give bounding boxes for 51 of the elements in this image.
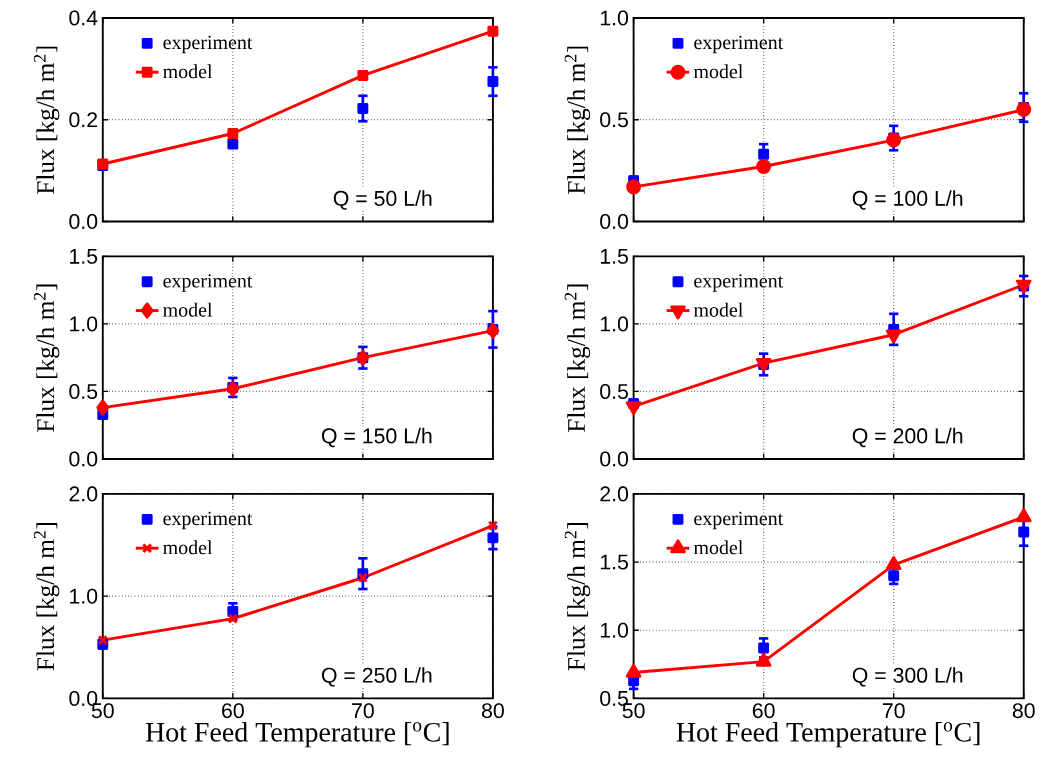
x-axis-title: Hot Feed Temperature [$^{o}$C] xyxy=(145,721,449,748)
x-tick-label: 60 xyxy=(752,703,775,719)
x-tick-label: 80 xyxy=(1012,703,1035,719)
x-tick-label: 70 xyxy=(882,703,905,719)
y-axis-title: Flux [kg/h m$^{2}$] xyxy=(564,284,591,432)
y-tick-label: 0.5 xyxy=(600,383,628,399)
y-tick-label: 1.0 xyxy=(70,316,98,332)
y-axis-title: Flux [kg/h m$^{2}$] xyxy=(33,522,60,671)
y-axis-title: Flux [kg/h m$^{2}$] xyxy=(564,46,591,194)
y-tick-label: 1.5 xyxy=(600,554,628,570)
legend-label: model xyxy=(163,302,213,317)
legend-label: model xyxy=(693,64,743,79)
y-axis-title: Flux [kg/h m$^{2}$] xyxy=(33,46,60,194)
legend-label: model xyxy=(163,540,213,555)
annotation: Q = 250 L/h xyxy=(321,667,432,687)
annotation: Q = 150 L/h xyxy=(321,427,432,448)
x-tick-label: 60 xyxy=(222,703,244,719)
y-tick-label: 1.0 xyxy=(70,588,98,604)
y-tick-label: 0.0 xyxy=(69,213,98,229)
y-axis-title: Flux [kg/h m$^{2}$] xyxy=(33,284,60,432)
y-tick-label: 0.4 xyxy=(69,10,98,26)
legend-label: model xyxy=(163,64,213,79)
legend-label: model xyxy=(693,540,743,555)
y-tick-label: 0.2 xyxy=(69,112,98,128)
y-tick-label: 0.5 xyxy=(600,112,628,128)
y-tick-label: 2.0 xyxy=(69,486,98,502)
y-tick-label: 0.0 xyxy=(600,213,629,229)
y-tick-label: 2.0 xyxy=(600,486,629,502)
x-axis-title: Hot Feed Temperature [$^{o}$C] xyxy=(676,721,980,748)
y-axis-title: Flux [kg/h m$^{2}$] xyxy=(564,522,591,671)
annotation: Q = 50 L/h xyxy=(333,190,432,210)
y-tick-label: 1.5 xyxy=(600,248,628,264)
annotation: Q = 300 L/h xyxy=(852,667,963,687)
legend-label: experiment xyxy=(163,35,253,54)
x-tick-label: 70 xyxy=(352,703,374,719)
legend-label: experiment xyxy=(694,511,784,530)
legend-label: experiment xyxy=(694,35,784,54)
y-tick-label: 1.0 xyxy=(600,316,629,332)
legend-label: model xyxy=(693,302,743,317)
y-tick-label: 0.0 xyxy=(69,451,98,467)
y-tick-label: 0.0 xyxy=(600,451,629,467)
legend-label: experiment xyxy=(163,274,253,292)
legend-label: experiment xyxy=(694,274,784,292)
y-tick-label: 1.5 xyxy=(70,248,98,264)
x-tick-label: 80 xyxy=(481,703,504,719)
y-tick-label: 1.0 xyxy=(600,622,629,638)
annotation: Q = 100 L/h xyxy=(852,190,963,210)
y-tick-label: 0.5 xyxy=(69,383,98,399)
y-tick-label: 1.0 xyxy=(600,10,629,26)
annotation: Q = 200 L/h xyxy=(852,427,963,448)
legend-label: experiment xyxy=(163,511,253,530)
